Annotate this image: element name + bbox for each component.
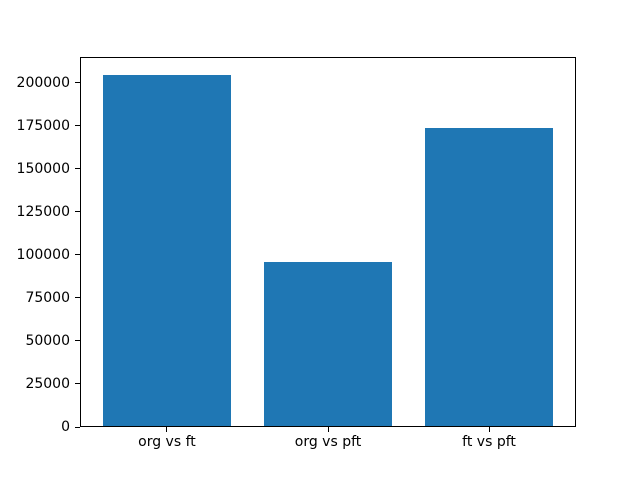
x-tick-mark <box>327 427 329 432</box>
y-tick-mark <box>75 125 80 127</box>
bar <box>424 127 554 426</box>
x-tick-mark <box>166 427 168 432</box>
y-tick-label: 100000 <box>16 246 70 263</box>
y-tick-label: 75000 <box>25 289 70 306</box>
x-tick-mark <box>488 427 490 432</box>
y-tick-mark <box>75 426 80 428</box>
bar <box>263 261 393 426</box>
x-tick-label: ft vs pft <box>462 434 516 450</box>
y-tick-label: 125000 <box>16 203 70 220</box>
y-tick-mark <box>75 383 80 385</box>
y-tick-mark <box>75 254 80 256</box>
y-tick-mark <box>75 82 80 84</box>
plot-area <box>80 57 576 427</box>
y-tick-mark <box>75 168 80 170</box>
y-tick-label: 0 <box>61 419 70 435</box>
y-tick-label: 175000 <box>16 117 70 134</box>
y-tick-label: 150000 <box>16 160 70 177</box>
y-tick-label: 200000 <box>16 74 70 91</box>
y-tick-mark <box>75 297 80 299</box>
bar <box>102 74 232 426</box>
x-tick-label: org vs pft <box>294 434 362 450</box>
y-tick-label: 25000 <box>25 375 70 392</box>
y-tick-label: 50000 <box>25 332 70 349</box>
y-tick-mark <box>75 211 80 213</box>
y-tick-mark <box>75 340 80 342</box>
x-tick-label: org vs ft <box>138 434 196 450</box>
